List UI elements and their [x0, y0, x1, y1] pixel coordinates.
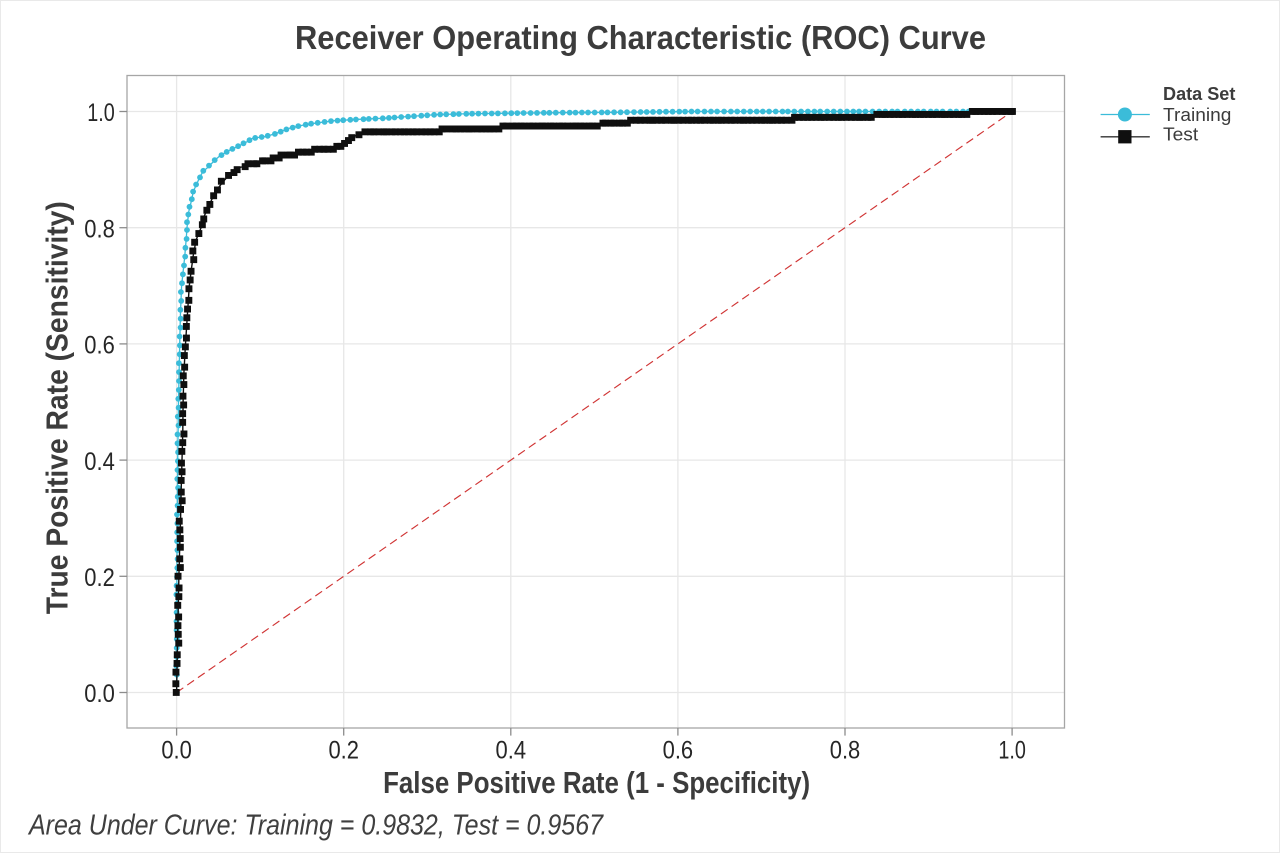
svg-text:0.4: 0.4: [496, 736, 527, 764]
svg-text:0.0: 0.0: [161, 736, 192, 764]
svg-text:Test: Test: [1163, 124, 1198, 144]
svg-text:Receiver Operating Characteris: Receiver Operating Characteristic (ROC) …: [295, 19, 986, 56]
svg-text:0.0: 0.0: [84, 680, 115, 708]
svg-text:0.6: 0.6: [84, 332, 115, 360]
svg-text:0.8: 0.8: [830, 736, 861, 764]
svg-text:True Positive Rate (Sensitivit: True Positive Rate (Sensitivity): [40, 201, 75, 614]
svg-text:1.0: 1.0: [87, 99, 115, 127]
svg-text:0.4: 0.4: [84, 448, 115, 476]
svg-text:Data Set: Data Set: [1163, 84, 1235, 104]
svg-text:False Positive Rate (1 - Speci: False Positive Rate (1 - Specificity): [383, 765, 810, 800]
svg-text:Area Under Curve: Training = 0: Area Under Curve: Training = 0.9832, Tes…: [27, 810, 604, 842]
svg-text:Training: Training: [1163, 105, 1231, 125]
svg-text:0.2: 0.2: [328, 736, 359, 764]
svg-text:0.2: 0.2: [84, 564, 115, 592]
svg-text:0.6: 0.6: [663, 736, 694, 764]
svg-text:1.0: 1.0: [998, 736, 1026, 764]
svg-text:0.8: 0.8: [84, 215, 115, 243]
